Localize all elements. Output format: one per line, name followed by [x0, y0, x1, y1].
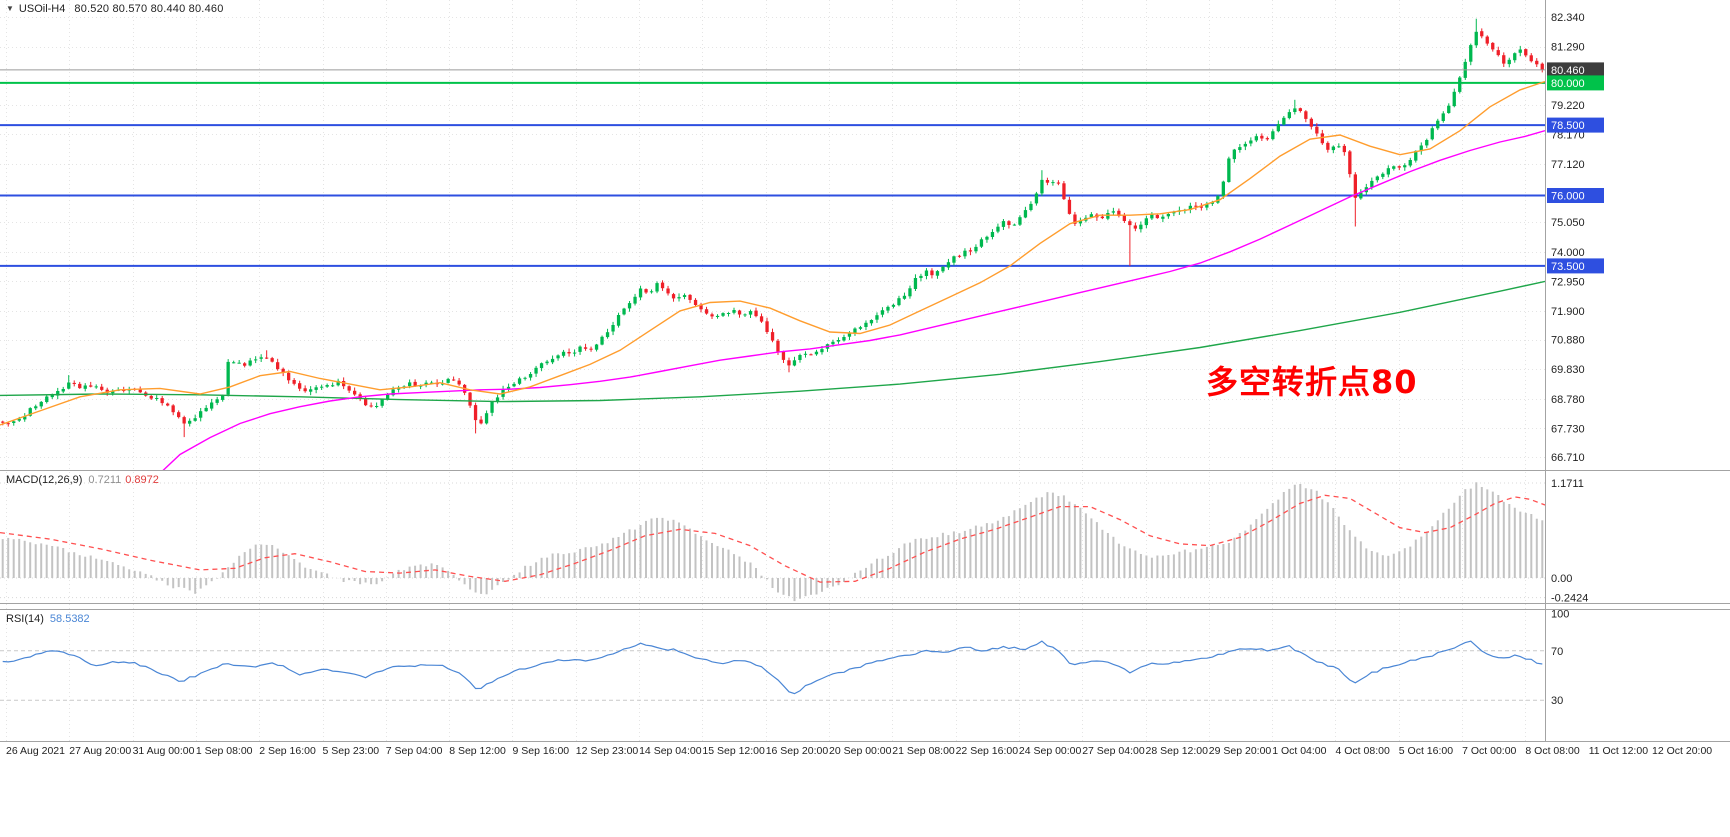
- price-axis-label: 72.950: [1551, 276, 1585, 288]
- price-axis-label: 82.340: [1551, 12, 1585, 24]
- time-axis-label: 28 Sep 12:00: [1146, 745, 1209, 757]
- panel-borders: [0, 0, 1730, 742]
- time-axis-label: 14 Sep 04:00: [639, 745, 702, 757]
- macd-name: MACD(12,26,9): [6, 474, 83, 486]
- rsi-line: [2, 640, 1543, 695]
- macd-main-value: 0.7211: [88, 474, 122, 486]
- price-axis-label: 71.900: [1551, 306, 1585, 318]
- chart-header: ▼ USOil-H4 80.520 80.570 80.440 80.460: [6, 3, 224, 15]
- time-axis-label: 24 Sep 00:00: [1019, 745, 1082, 757]
- price-axis[interactable]: 82.34081.29079.22078.17077.12075.05074.0…: [1547, 12, 1604, 707]
- price-axis-label: 79.220: [1551, 100, 1585, 112]
- time-axis-label: 12 Oct 20:00: [1652, 745, 1712, 757]
- price-badge-label: 80.000: [1551, 78, 1585, 90]
- time-axis[interactable]: 26 Aug 2021 27 Aug 20:00 31 Aug 00:00 1 Sep…: [6, 745, 1712, 757]
- ohlc-values: 80.520 80.570 80.440 80.460: [74, 3, 224, 15]
- macd-signal-value: 0.8972: [125, 474, 159, 486]
- price-level-badge: [1547, 75, 1604, 91]
- price-level-badge: [1547, 117, 1604, 133]
- ma-slow-line[interactable]: [0, 280, 1545, 403]
- time-axis-label: 27 Sep 04:00: [1082, 745, 1145, 757]
- macd-signal-line: [0, 494, 1545, 583]
- price-axis-label: 67.730: [1551, 423, 1585, 435]
- rsi-name: RSI(14): [6, 613, 44, 625]
- time-axis-label: 11 Oct 12:00: [1589, 745, 1649, 757]
- time-axis-label: 21 Sep 08:00: [892, 745, 955, 757]
- time-axis-label: 8 Sep 12:00: [449, 745, 506, 757]
- time-axis-label: 15 Sep 12:00: [702, 745, 765, 757]
- time-axis-label: 2 Sep 16:00: [259, 745, 316, 757]
- symbol-period-label: USOil-H4: [18, 3, 66, 15]
- price-axis-label: 74.000: [1551, 247, 1585, 259]
- ma-mid-line[interactable]: [150, 130, 1545, 483]
- macd-axis-label: 1.1711: [1551, 478, 1584, 490]
- text-annotation: 多空转折点80: [1206, 363, 1418, 401]
- macd-axis-label: 0.00: [1551, 573, 1572, 585]
- price-axis-label: 66.710: [1551, 452, 1585, 464]
- rsi-value: 58.5382: [49, 613, 90, 625]
- time-axis-label: 26 Aug 2021: [6, 745, 65, 757]
- time-axis-label: 1 Sep 08:00: [196, 745, 253, 757]
- time-axis-label: 7 Oct 00:00: [1462, 745, 1516, 757]
- price-badge-label: 76.000: [1551, 191, 1585, 203]
- time-axis-label: 4 Oct 08:00: [1336, 745, 1390, 757]
- rsi-indicator-label: RSI(14) 58.5382: [6, 613, 90, 625]
- price-axis-label: 75.050: [1551, 217, 1585, 229]
- time-axis-label: 22 Sep 16:00: [956, 745, 1019, 757]
- price-badge-label: 80.460: [1551, 65, 1585, 77]
- time-axis-label: 1 Oct 04:00: [1272, 745, 1326, 757]
- time-axis-label: 5 Oct 16:00: [1399, 745, 1453, 757]
- collapse-arrow-icon[interactable]: ▼: [6, 4, 14, 13]
- time-axis-label: 8 Oct 08:00: [1525, 745, 1579, 757]
- time-axis-label: 20 Sep 00:00: [829, 745, 892, 757]
- macd-axis-label: -0.2424: [1551, 593, 1588, 605]
- ma-fast-line[interactable]: [0, 80, 1545, 426]
- time-axis-label: 12 Sep 23:00: [576, 745, 639, 757]
- price-axis-label: 69.830: [1551, 364, 1585, 376]
- price-badge-label: 73.500: [1551, 261, 1585, 273]
- rsi-axis-label: 70: [1551, 646, 1563, 658]
- current-price-badge: [1547, 62, 1604, 78]
- price-level-badge: [1547, 188, 1604, 203]
- macd-indicator-label: MACD(12,26,9) 0.7211 0.8972: [6, 474, 159, 486]
- price-axis-label: 68.780: [1551, 394, 1585, 406]
- time-axis-label: 9 Sep 16:00: [513, 745, 570, 757]
- rsi-axis-label: 100: [1551, 609, 1569, 621]
- price-axis-label: 77.120: [1551, 159, 1585, 171]
- price-axis-label: 81.290: [1551, 42, 1585, 54]
- time-axis-label: 16 Sep 20:00: [766, 745, 829, 757]
- candlestick-series: [1, 18, 1544, 438]
- price-level-badge: [1547, 258, 1604, 274]
- time-axis-label: 7 Sep 04:00: [386, 745, 443, 757]
- time-axis-label: 31 Aug 00:00: [133, 745, 195, 757]
- price-badge-label: 78.500: [1551, 120, 1585, 132]
- time-axis-label: 29 Sep 20:00: [1209, 745, 1272, 757]
- price-axis-label: 70.880: [1551, 335, 1585, 347]
- time-axis-label: 5 Sep 23:00: [323, 745, 380, 757]
- rsi-axis-label: 30: [1551, 695, 1563, 707]
- time-axis-label: 27 Aug 20:00: [69, 745, 131, 757]
